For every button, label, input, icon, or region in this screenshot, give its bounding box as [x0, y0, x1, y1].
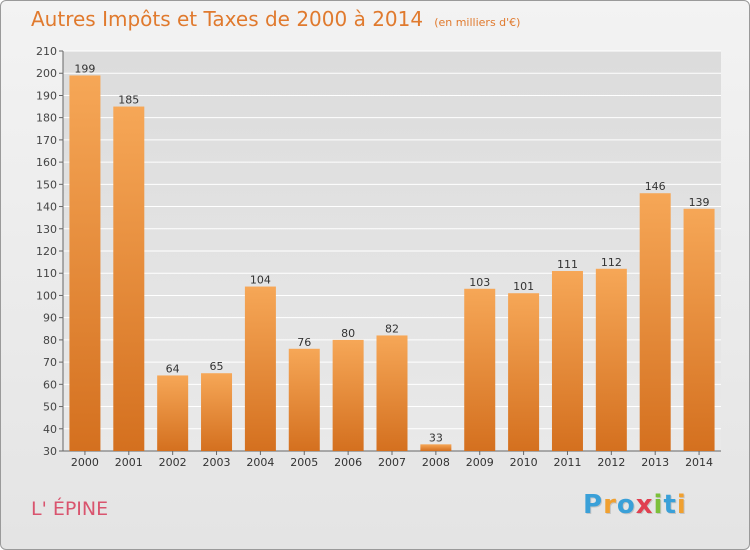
proxiti-logo: Proxiti [583, 490, 687, 520]
bar [244, 286, 276, 451]
bar [157, 375, 189, 451]
y-tick-label: 30 [43, 445, 57, 458]
logo-letter: t [663, 490, 677, 520]
y-tick-label: 200 [36, 67, 57, 80]
bar [113, 106, 145, 452]
bar-value-label: 80 [341, 327, 355, 340]
y-tick-label: 140 [36, 201, 57, 214]
x-tick-label: 2000 [71, 456, 99, 469]
logo-letter: x [635, 490, 654, 520]
bar-value-label: 185 [118, 94, 139, 107]
y-tick-label: 210 [36, 45, 57, 58]
y-tick-label: 180 [36, 112, 57, 125]
x-tick-label: 2007 [378, 456, 406, 469]
bar [464, 288, 496, 451]
x-tick-label: 2004 [246, 456, 274, 469]
y-tick-label: 90 [43, 312, 57, 325]
bar-value-label: 111 [557, 258, 578, 271]
logo-letter: i [676, 490, 687, 520]
bar-value-label: 103 [469, 276, 490, 289]
y-tick-label: 80 [43, 334, 57, 347]
bar [551, 271, 583, 451]
y-tick-label: 110 [36, 267, 57, 280]
logo-letter: r [603, 490, 617, 520]
x-tick-label: 2003 [203, 456, 231, 469]
bar [595, 268, 627, 451]
bar-value-label: 199 [74, 62, 95, 75]
y-tick-label: 160 [36, 156, 57, 169]
bar [376, 335, 408, 451]
bar-value-label: 104 [250, 274, 271, 287]
y-tick-label: 120 [36, 245, 57, 258]
bar [683, 208, 715, 451]
y-tick-label: 100 [36, 289, 57, 302]
x-tick-label: 2009 [466, 456, 494, 469]
bar-value-label: 82 [385, 322, 399, 335]
bar-value-label: 64 [166, 362, 180, 375]
bar [639, 193, 671, 451]
chart-title-group: Autres Impôts et Taxes de 2000 à 2014 (e… [31, 7, 520, 31]
bar [288, 348, 320, 451]
x-tick-label: 2006 [334, 456, 362, 469]
bar [420, 444, 452, 451]
x-tick-label: 2012 [597, 456, 625, 469]
y-tick-label: 130 [36, 223, 57, 236]
bar-value-label: 33 [429, 431, 443, 444]
y-tick-label: 150 [36, 178, 57, 191]
x-tick-label: 2002 [159, 456, 187, 469]
bar-value-label: 76 [297, 336, 311, 349]
bar [201, 373, 233, 451]
y-tick-label: 50 [43, 401, 57, 414]
y-tick-label: 70 [43, 356, 57, 369]
x-tick-label: 2010 [510, 456, 538, 469]
x-tick-label: 2005 [290, 456, 318, 469]
logo-letter: o [616, 490, 636, 520]
location-label: L' ÉPINE [31, 498, 109, 520]
bar-value-label: 112 [601, 256, 622, 269]
x-tick-label: 2008 [422, 456, 450, 469]
chart-subtitle: (en milliers d'€) [434, 16, 521, 29]
x-tick-label: 2014 [685, 456, 713, 469]
logo-letter: P [583, 490, 604, 520]
y-tick-label: 170 [36, 134, 57, 147]
x-tick-label: 2001 [115, 456, 143, 469]
bar-value-label: 139 [689, 196, 710, 209]
bar [508, 293, 540, 451]
chart-title: Autres Impôts et Taxes de 2000 à 2014 [31, 7, 424, 31]
logo-letter: i [653, 490, 664, 520]
y-tick-label: 60 [43, 378, 57, 391]
x-tick-label: 2013 [641, 456, 669, 469]
bar-value-label: 101 [513, 280, 534, 293]
y-tick-label: 190 [36, 89, 57, 102]
bar-value-label: 146 [645, 180, 666, 193]
bar-value-label: 65 [210, 360, 224, 373]
x-tick-label: 2011 [553, 456, 581, 469]
bar [332, 339, 364, 451]
y-tick-label: 40 [43, 423, 57, 436]
bar [69, 75, 101, 451]
